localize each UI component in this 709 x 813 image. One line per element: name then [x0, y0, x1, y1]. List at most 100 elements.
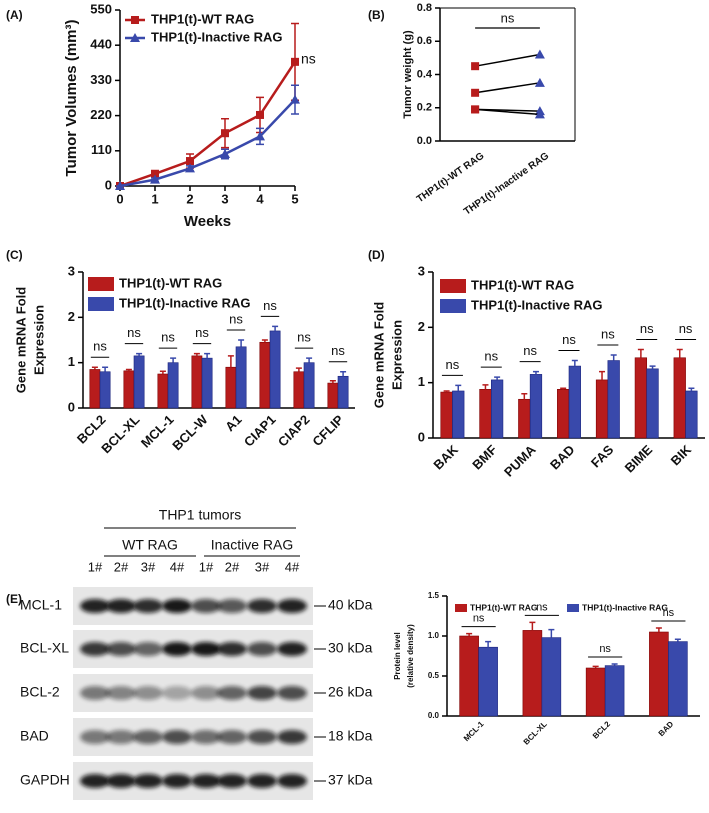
error-bar [466, 632, 473, 636]
error-bar [102, 366, 109, 372]
annotation: ns [679, 321, 693, 336]
blot-band [162, 730, 192, 744]
bar [459, 635, 479, 717]
blot-band [133, 730, 163, 744]
marker [220, 149, 230, 158]
bar [167, 362, 179, 409]
bar [269, 330, 281, 409]
legend-label: THP1(t)-WT RAG [119, 275, 222, 290]
bar [235, 346, 247, 409]
error-bar [329, 380, 336, 384]
error-bar [125, 368, 132, 371]
blot-band [277, 599, 307, 613]
y-tick-label: 3 [68, 263, 75, 278]
x-tick-label: 5 [291, 191, 298, 206]
error-bar [610, 354, 617, 361]
error-bar [529, 621, 536, 631]
bar [327, 382, 339, 409]
bar [685, 390, 698, 439]
blot-band [80, 774, 110, 788]
bar [452, 390, 465, 439]
x-tick-label: BCL-XL [98, 412, 142, 456]
bar [529, 374, 543, 439]
panel-label: (D) [368, 248, 385, 262]
annotation: ns [640, 321, 654, 336]
bar [518, 398, 531, 439]
y-tick-label: 550 [90, 1, 112, 16]
y-tick-label: 0 [105, 177, 112, 192]
x-tick-label: CIAP1 [241, 412, 279, 450]
y-tick-label: 2 [68, 309, 75, 324]
annotation: ns [601, 326, 615, 341]
legend-swatch [440, 279, 466, 293]
error-bar [91, 366, 98, 370]
bar [568, 365, 581, 439]
lane-label: 1# [199, 559, 214, 574]
bar [522, 630, 543, 717]
size-label: 26 kDa [328, 684, 373, 700]
y-tick-label: 1 [68, 354, 75, 369]
error-bar [560, 387, 567, 390]
annotation: ns [93, 339, 107, 354]
legend-label: THP1(t)-Inactive RAG [119, 295, 250, 310]
blot-band [191, 730, 221, 744]
legend-label: THP1(t)-WT RAG [151, 11, 254, 26]
panel-label: (C) [6, 248, 23, 262]
bar [490, 379, 504, 439]
group-label: Inactive RAG [211, 537, 293, 553]
blot-band [106, 774, 136, 788]
legend-label: THP1(t)-WT RAG [471, 277, 574, 292]
error-bar [482, 384, 489, 390]
annotation: ns [663, 607, 675, 619]
marker [256, 110, 264, 119]
blot-band [247, 774, 277, 788]
error-bar [443, 390, 450, 393]
error-bar [571, 359, 578, 367]
blot-band [133, 686, 163, 700]
pair-line [474, 53, 541, 67]
blot-band [80, 642, 110, 656]
marker [290, 94, 300, 104]
blot-band [162, 599, 192, 613]
y-tick-label: 0.2 [417, 102, 432, 114]
error-bar [295, 367, 302, 372]
chart: 0.0 0.5 1.0 1.5 Protein level (relative densi… [393, 591, 700, 747]
line [119, 61, 297, 188]
annotation: ns [161, 330, 175, 345]
y-tick-label: 3 [418, 263, 425, 278]
x-tick-label: BIK [668, 442, 695, 469]
error-bar [136, 352, 143, 356]
blot-band [247, 730, 277, 744]
marker [150, 174, 160, 184]
group-label: WT RAG [122, 537, 178, 553]
bar [595, 379, 609, 439]
line [119, 98, 296, 188]
x-tick-label: CIAP2 [275, 412, 313, 450]
bar [478, 646, 498, 717]
error-bar [676, 348, 683, 358]
lane-label: 4# [170, 559, 185, 574]
blot-band [217, 599, 247, 613]
bar [259, 341, 271, 409]
error-bar [485, 640, 492, 648]
blot-band [106, 642, 136, 656]
chart: 0 1 2 3 Gene mRNA Fold Expression ns BAK ns BMF ns… [371, 263, 705, 480]
error-bar [655, 627, 662, 632]
size-label: 40 kDa [328, 597, 373, 613]
annotation: ns [599, 643, 611, 655]
bar [557, 389, 570, 439]
x-tick-label: A1 [222, 412, 244, 434]
blot-band [133, 599, 163, 613]
x-tick-label: MCL-1 [462, 719, 486, 743]
x-tick-label: BAD [547, 442, 578, 473]
marker [471, 88, 480, 97]
blot-band [247, 686, 277, 700]
marker [185, 163, 195, 173]
bar [585, 667, 606, 717]
y-axis-label: Gene mRNA Fold [13, 287, 28, 393]
y-tick-label: 0.6 [417, 35, 432, 47]
blot-band [277, 642, 307, 656]
blot-band [106, 686, 136, 700]
blot-band [191, 686, 221, 700]
